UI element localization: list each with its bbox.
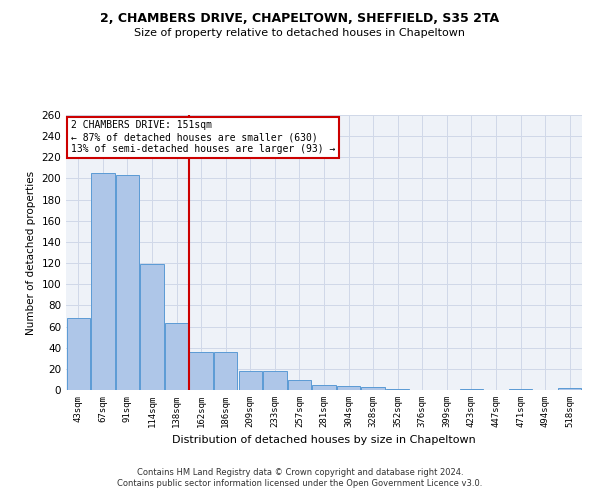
Bar	[67, 318, 90, 390]
Bar	[313, 384, 335, 390]
Text: 2, CHAMBERS DRIVE, CHAPELTOWN, SHEFFIELD, S35 2TA: 2, CHAMBERS DRIVE, CHAPELTOWN, SHEFFIELD…	[100, 12, 500, 26]
Text: Contains HM Land Registry data © Crown copyright and database right 2024.
Contai: Contains HM Land Registry data © Crown c…	[118, 468, 482, 487]
Y-axis label: Number of detached properties: Number of detached properties	[26, 170, 36, 334]
Text: 2 CHAMBERS DRIVE: 151sqm
← 87% of detached houses are smaller (630)
13% of semi-: 2 CHAMBERS DRIVE: 151sqm ← 87% of detach…	[71, 120, 335, 154]
Bar	[337, 386, 360, 390]
Bar	[91, 173, 115, 390]
Bar	[558, 388, 581, 390]
Bar	[165, 324, 188, 390]
Bar	[214, 352, 238, 390]
Text: Size of property relative to detached houses in Chapeltown: Size of property relative to detached ho…	[134, 28, 466, 38]
Bar	[263, 371, 287, 390]
Bar	[361, 387, 385, 390]
Bar	[460, 389, 483, 390]
Bar	[140, 264, 164, 390]
Bar	[509, 389, 532, 390]
Bar	[288, 380, 311, 390]
Bar	[239, 371, 262, 390]
Bar	[386, 389, 409, 390]
X-axis label: Distribution of detached houses by size in Chapeltown: Distribution of detached houses by size …	[172, 436, 476, 446]
Bar	[190, 352, 213, 390]
Bar	[116, 176, 139, 390]
